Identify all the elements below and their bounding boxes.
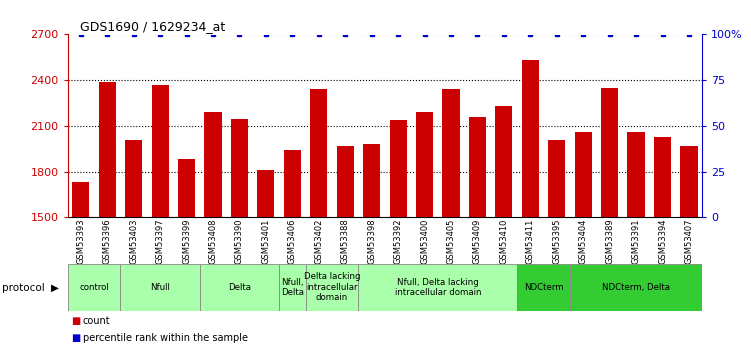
Bar xyxy=(306,264,358,310)
Bar xyxy=(495,106,512,345)
Bar xyxy=(72,182,89,345)
Text: GSM53398: GSM53398 xyxy=(367,219,376,264)
Text: GSM53408: GSM53408 xyxy=(209,219,218,264)
Text: GSM53406: GSM53406 xyxy=(288,219,297,264)
Text: GSM53391: GSM53391 xyxy=(632,219,641,264)
Bar xyxy=(442,89,460,345)
Text: GSM53394: GSM53394 xyxy=(658,219,667,264)
Bar xyxy=(601,88,618,345)
Text: GSM53401: GSM53401 xyxy=(261,219,270,264)
Bar xyxy=(279,264,306,310)
Bar xyxy=(178,159,195,345)
Text: GSM53388: GSM53388 xyxy=(341,219,350,265)
Text: Nfull: Nfull xyxy=(150,283,170,292)
Text: GSM53404: GSM53404 xyxy=(579,219,588,264)
Bar xyxy=(416,112,433,345)
Bar xyxy=(358,264,517,310)
Text: NDCterm: NDCterm xyxy=(523,283,563,292)
Text: GSM53395: GSM53395 xyxy=(552,219,561,264)
Text: ■: ■ xyxy=(71,316,80,326)
Bar xyxy=(628,132,644,345)
Bar xyxy=(390,120,407,345)
Bar xyxy=(680,146,698,345)
Text: NDCterm, Delta: NDCterm, Delta xyxy=(602,283,670,292)
Text: GSM53402: GSM53402 xyxy=(314,219,323,264)
Text: GSM53400: GSM53400 xyxy=(420,219,429,264)
Text: Delta: Delta xyxy=(228,283,251,292)
Bar xyxy=(654,137,671,345)
Text: GSM53396: GSM53396 xyxy=(103,219,112,264)
Bar xyxy=(98,82,116,345)
Text: GSM53397: GSM53397 xyxy=(155,219,164,264)
Bar xyxy=(548,140,566,345)
Text: ■: ■ xyxy=(71,333,80,343)
Bar xyxy=(469,117,486,345)
Bar xyxy=(336,146,354,345)
Bar xyxy=(522,60,539,345)
Bar xyxy=(570,264,702,310)
Bar xyxy=(284,150,301,345)
Text: GSM53407: GSM53407 xyxy=(684,219,693,264)
Bar xyxy=(231,119,248,345)
Text: GSM53389: GSM53389 xyxy=(605,219,614,264)
Text: GDS1690 / 1629234_at: GDS1690 / 1629234_at xyxy=(80,20,225,33)
Bar xyxy=(152,85,169,345)
Text: GSM53409: GSM53409 xyxy=(473,219,482,264)
Bar xyxy=(575,132,592,345)
Text: GSM53393: GSM53393 xyxy=(77,219,86,264)
Text: Nfull,
Delta: Nfull, Delta xyxy=(281,277,304,297)
Bar xyxy=(258,170,275,345)
Text: Delta lacking
intracellular
domain: Delta lacking intracellular domain xyxy=(303,272,360,302)
Bar xyxy=(120,264,200,310)
Text: protocol: protocol xyxy=(2,283,44,293)
Text: GSM53399: GSM53399 xyxy=(182,219,191,264)
Text: GSM53392: GSM53392 xyxy=(394,219,403,264)
Text: GSM53410: GSM53410 xyxy=(499,219,508,264)
Bar xyxy=(363,144,380,345)
Text: percentile rank within the sample: percentile rank within the sample xyxy=(83,333,248,343)
Text: GSM53405: GSM53405 xyxy=(447,219,456,264)
Bar xyxy=(517,264,570,310)
Bar xyxy=(68,264,120,310)
Bar xyxy=(200,264,279,310)
Text: GSM53411: GSM53411 xyxy=(526,219,535,264)
Text: ▶: ▶ xyxy=(51,283,59,293)
Bar xyxy=(310,89,327,345)
Text: count: count xyxy=(83,316,110,326)
Text: GSM53390: GSM53390 xyxy=(235,219,244,264)
Text: GSM53403: GSM53403 xyxy=(129,219,138,264)
Bar xyxy=(204,112,222,345)
Text: Nfull, Delta lacking
intracellular domain: Nfull, Delta lacking intracellular domai… xyxy=(394,277,481,297)
Text: control: control xyxy=(79,283,109,292)
Bar xyxy=(125,140,142,345)
